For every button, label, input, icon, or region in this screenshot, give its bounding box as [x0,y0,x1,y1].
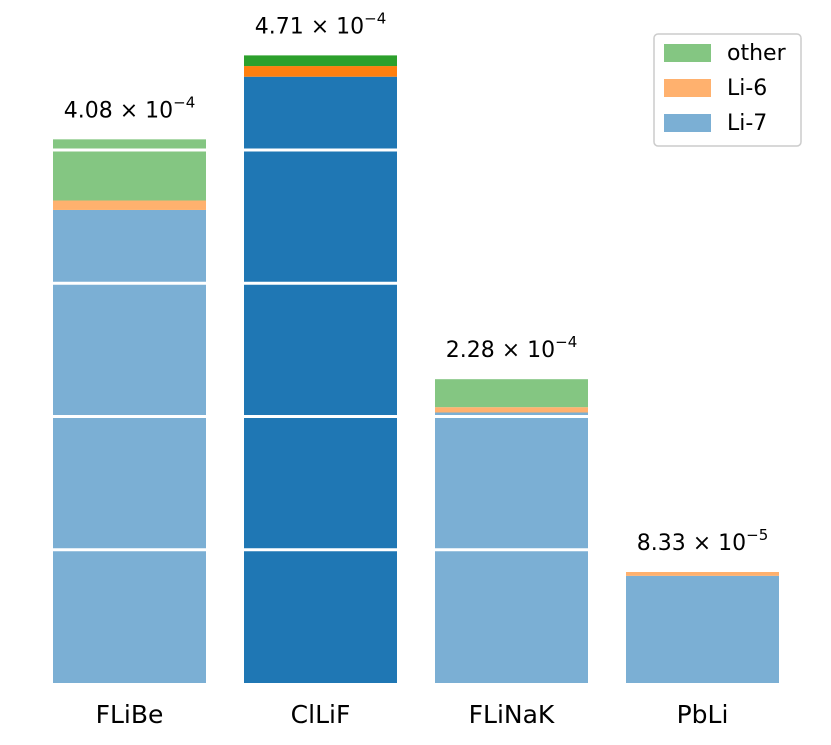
bar-segment-li6-flinak [435,407,588,413]
total-labels-group: 4.08 × 10−4 4.71 × 10−4 2.28 × 10−4 8.33 × … [64,9,769,556]
legend-label-li7: Li-7 [727,111,767,136]
legend: other Li-6 Li-7 [653,33,802,147]
bars-group [53,55,779,683]
bar-segment-li7-flinak [435,412,588,683]
category-labels-group: FLiBe ClLiF FLiNaK PbLi [96,700,729,729]
category-label-cllif: ClLiF [291,700,351,729]
legend-swatch-li6 [664,79,711,97]
total-label-flinak: 2.28 × 10−4 [446,333,578,363]
total-label-cllif: 4.71 × 10−4 [255,9,387,39]
total-label-flibe: 4.08 × 10−4 [64,93,196,123]
bar-segment-li6-cllif [244,66,397,77]
bar-segment-li7-pbli [626,575,779,683]
category-label-flinak: FLiNaK [469,700,555,729]
legend-label-li6: Li-6 [727,76,767,101]
bar-segment-li7-cllif [244,76,397,683]
bar-segment-li6-flibe [53,200,206,210]
legend-swatch-other [664,44,711,62]
legend-label-other: other [727,41,787,66]
total-label-pbli: 8.33 × 10−5 [637,526,769,556]
bar-segment-other-flinak [435,379,588,408]
legend-swatch-li7 [664,114,711,132]
bar-segment-other-cllif [244,55,397,67]
bar-segment-li7-flibe [53,209,206,683]
category-label-flibe: FLiBe [96,700,164,729]
category-label-pbli: PbLi [677,700,729,729]
bar-segment-li6-pbli [626,572,779,576]
